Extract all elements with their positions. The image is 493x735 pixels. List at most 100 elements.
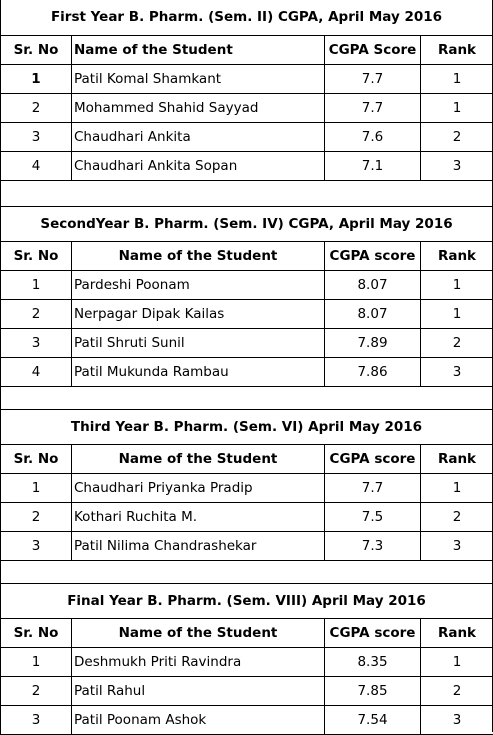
cell-name: Nerpagar Dipak Kailas (72, 300, 325, 329)
cell-sr: 3 (1, 706, 72, 735)
table-row: 1 Patil Komal Shamkant 7.7 1 (1, 65, 493, 94)
section-final-year: Final Year B. Pharm. (Sem. VIII) April M… (0, 583, 493, 735)
cell-sr: 3 (1, 329, 72, 358)
section-title: Final Year B. Pharm. (Sem. VIII) April M… (0, 583, 493, 618)
cell-sr: 1 (1, 271, 72, 300)
header-cgpa: CGPA Score (325, 36, 421, 65)
cell-rank: 2 (421, 503, 493, 532)
cell-sr: 2 (1, 94, 72, 123)
header-row: Sr. No Name of the Student CGPA Score Ra… (1, 36, 493, 65)
header-sr-no: Sr. No (1, 445, 72, 474)
header-rank: Rank (421, 242, 493, 271)
cell-name: Deshmukh Priti Ravindra (72, 648, 325, 677)
cell-rank: 1 (421, 300, 493, 329)
cell-cgpa: 7.7 (325, 474, 421, 503)
header-student-name: Name of the Student (72, 619, 325, 648)
cell-name: Patil Mukunda Rambau (72, 358, 325, 387)
header-student-name: Name of the Student (72, 36, 325, 65)
header-student-name: Name of the Student (72, 242, 325, 271)
cell-name: Mohammed Shahid Sayyad (72, 94, 325, 123)
section-title: First Year B. Pharm. (Sem. II) CGPA, Apr… (0, 0, 493, 35)
cell-name: Chaudhari Ankita Sopan (72, 152, 325, 181)
header-rank: Rank (421, 36, 493, 65)
header-cgpa: CGPA score (325, 445, 421, 474)
table-row: 2 Mohammed Shahid Sayyad 7.7 1 (1, 94, 493, 123)
section-title: Third Year B. Pharm. (Sem. VI) April May… (0, 409, 493, 444)
cell-name: Patil Poonam Ashok (72, 706, 325, 735)
table-row: 1 Pardeshi Poonam 8.07 1 (1, 271, 493, 300)
table-row: 3 Chaudhari Ankita 7.6 2 (1, 123, 493, 152)
header-rank: Rank (421, 619, 493, 648)
cell-cgpa: 7.89 (325, 329, 421, 358)
cell-sr: 3 (1, 123, 72, 152)
cell-name: Kothari Ruchita M. (72, 503, 325, 532)
results-table: Sr. No Name of the Student CGPA Score Ra… (0, 35, 493, 181)
cell-sr: 1 (1, 65, 72, 94)
cell-rank: 3 (421, 706, 493, 735)
table-row: 3 Patil Nilima Chandrashekar 7.3 3 (1, 532, 493, 561)
section-title: SecondYear B. Pharm. (Sem. IV) CGPA, Apr… (0, 206, 493, 241)
cell-rank: 1 (421, 65, 493, 94)
header-sr-no: Sr. No (1, 36, 72, 65)
cell-rank: 3 (421, 152, 493, 181)
cell-name: Pardeshi Poonam (72, 271, 325, 300)
table-row: 4 Chaudhari Ankita Sopan 7.1 3 (1, 152, 493, 181)
table-row: 1 Deshmukh Priti Ravindra 8.35 1 (1, 648, 493, 677)
table-row: 3 Patil Shruti Sunil 7.89 2 (1, 329, 493, 358)
header-student-name: Name of the Student (72, 445, 325, 474)
cell-cgpa: 8.07 (325, 300, 421, 329)
header-sr-no: Sr. No (1, 619, 72, 648)
cell-rank: 2 (421, 123, 493, 152)
cell-cgpa: 7.54 (325, 706, 421, 735)
table-row: 4 Patil Mukunda Rambau 7.86 3 (1, 358, 493, 387)
cell-rank: 1 (421, 271, 493, 300)
header-cgpa: CGPA score (325, 619, 421, 648)
cell-rank: 3 (421, 358, 493, 387)
cell-sr: 1 (1, 648, 72, 677)
cell-rank: 3 (421, 532, 493, 561)
cell-cgpa: 7.1 (325, 152, 421, 181)
cell-name: Patil Rahul (72, 677, 325, 706)
cell-sr: 2 (1, 677, 72, 706)
section-first-year: First Year B. Pharm. (Sem. II) CGPA, Apr… (0, 0, 493, 181)
cell-cgpa: 7.5 (325, 503, 421, 532)
cell-name: Patil Komal Shamkant (72, 65, 325, 94)
results-table: Sr. No Name of the Student CGPA score Ra… (0, 241, 493, 387)
cell-cgpa: 7.3 (325, 532, 421, 561)
cell-rank: 1 (421, 474, 493, 503)
cell-sr: 4 (1, 358, 72, 387)
header-row: Sr. No Name of the Student CGPA score Ra… (1, 619, 493, 648)
section-third-year: Third Year B. Pharm. (Sem. VI) April May… (0, 409, 493, 561)
cell-cgpa: 7.85 (325, 677, 421, 706)
table-row: 1 Chaudhari Priyanka Pradip 7.7 1 (1, 474, 493, 503)
header-cgpa: CGPA score (325, 242, 421, 271)
section-second-year: SecondYear B. Pharm. (Sem. IV) CGPA, Apr… (0, 206, 493, 387)
cell-cgpa: 7.7 (325, 94, 421, 123)
cell-cgpa: 8.07 (325, 271, 421, 300)
cell-cgpa: 7.86 (325, 358, 421, 387)
cell-cgpa: 8.35 (325, 648, 421, 677)
cell-rank: 1 (421, 94, 493, 123)
cell-cgpa: 7.7 (325, 65, 421, 94)
table-row: 2 Kothari Ruchita M. 7.5 2 (1, 503, 493, 532)
cell-sr: 4 (1, 152, 72, 181)
cell-rank: 2 (421, 677, 493, 706)
results-table: Sr. No Name of the Student CGPA score Ra… (0, 618, 493, 735)
header-rank: Rank (421, 445, 493, 474)
cell-name: Patil Shruti Sunil (72, 329, 325, 358)
cell-name: Chaudhari Priyanka Pradip (72, 474, 325, 503)
cell-sr: 3 (1, 532, 72, 561)
cell-rank: 1 (421, 648, 493, 677)
results-table: Sr. No Name of the Student CGPA score Ra… (0, 444, 493, 561)
table-row: 3 Patil Poonam Ashok 7.54 3 (1, 706, 493, 735)
cell-name: Chaudhari Ankita (72, 123, 325, 152)
cell-sr: 1 (1, 474, 72, 503)
cell-name: Patil Nilima Chandrashekar (72, 532, 325, 561)
table-row: 2 Nerpagar Dipak Kailas 8.07 1 (1, 300, 493, 329)
table-row: 2 Patil Rahul 7.85 2 (1, 677, 493, 706)
cell-sr: 2 (1, 503, 72, 532)
cell-sr: 2 (1, 300, 72, 329)
header-sr-no: Sr. No (1, 242, 72, 271)
cell-rank: 2 (421, 329, 493, 358)
